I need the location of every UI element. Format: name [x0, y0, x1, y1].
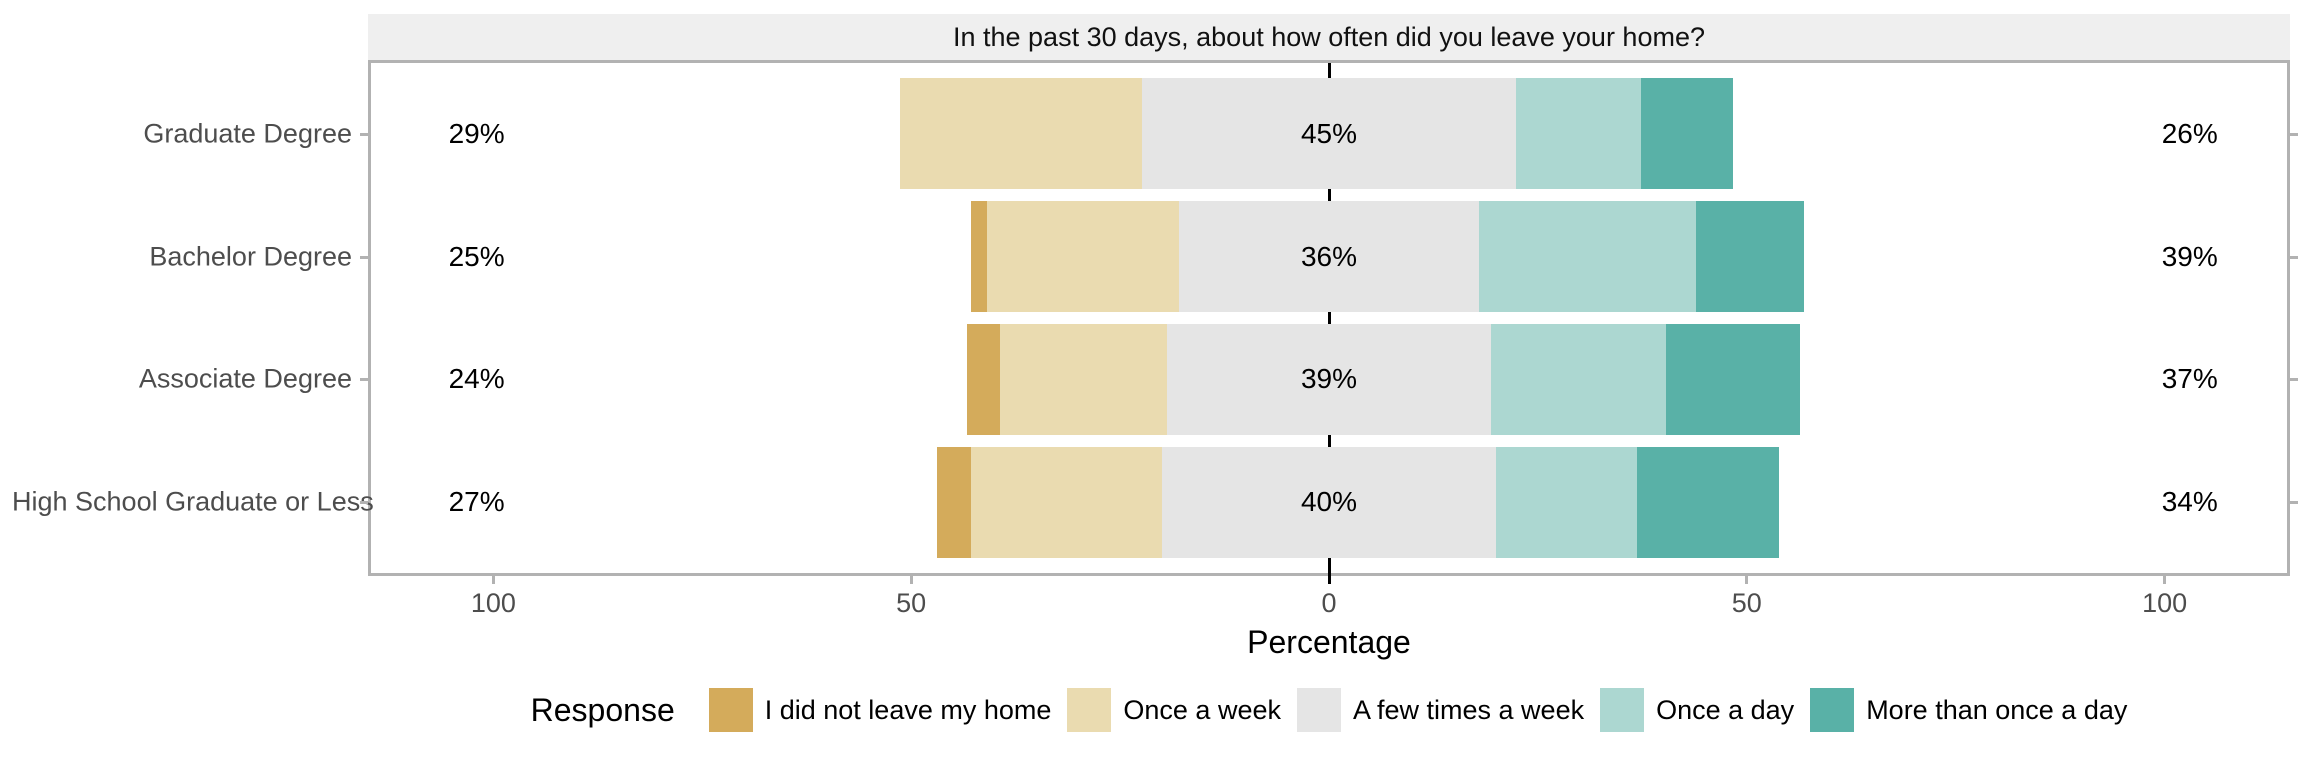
x-axis-tick-label: 50 [896, 588, 927, 618]
y-axis-tick [2290, 378, 2298, 382]
bar-segment [999, 323, 1167, 435]
legend-swatch-icon [1600, 688, 1645, 732]
legend-item-label: A few times a week [1352, 694, 1585, 725]
left-total-label: 24% [448, 363, 505, 395]
bar-segment [1141, 78, 1517, 190]
bar-segment [970, 201, 988, 313]
center-value-label: 40% [1300, 486, 1358, 518]
left-total-label: 27% [448, 486, 505, 518]
y-axis-category-label: Graduate Degree [143, 118, 352, 149]
bar-segment [1695, 201, 1804, 313]
y-axis-category-label: High School Graduate or Less [12, 486, 374, 517]
bar-segment [1495, 446, 1638, 558]
bar-segment [1641, 78, 1734, 190]
x-axis-tick-label: 0 [1321, 588, 1337, 618]
bar-row [371, 323, 2287, 435]
legend-item-label: More than once a day [1866, 694, 2128, 725]
bar-segment [899, 78, 1142, 190]
bar-row [371, 201, 2287, 313]
bar-segment [937, 446, 971, 558]
x-axis-tick-label: 100 [2142, 588, 2188, 618]
legend-item-label: I did not leave my home [764, 694, 1052, 725]
y-axis-category-label: Associate Degree [138, 363, 352, 394]
x-axis-tick-label: 50 [1731, 588, 1762, 618]
left-total-label: 25% [448, 240, 505, 272]
plot-panel [368, 60, 2290, 581]
center-value-label: 45% [1300, 117, 1358, 149]
legend-item: Once a week [1067, 688, 1281, 732]
legend-swatch-icon [1810, 688, 1855, 732]
legend-swatch-icon [708, 688, 753, 732]
legend-item: I did not leave my home [708, 688, 1052, 732]
legend-item-label: Once a day [1656, 694, 1795, 725]
legend-swatch-icon [1067, 688, 1112, 732]
bar-segment [1162, 446, 1496, 558]
bar-segment [970, 446, 1163, 558]
x-axis-tick-label: 100 [470, 588, 516, 618]
legend: Response I did not leave my home Once a w… [368, 684, 2290, 736]
right-total-label: 39% [2161, 240, 2218, 272]
legend-title: Response [530, 691, 675, 728]
legend-item: Once a day [1600, 688, 1794, 732]
bar-segment [1491, 323, 1667, 435]
y-axis-tick [2290, 501, 2298, 505]
chart-title: In the past 30 days, about how often did… [952, 21, 1705, 52]
x-axis-tick [2163, 576, 2167, 584]
bar-segment [1179, 201, 1479, 313]
x-axis-tick [1745, 576, 1749, 584]
legend-swatch-icon [1296, 688, 1341, 732]
legend-item: A few times a week [1296, 688, 1585, 732]
bar-segment [966, 323, 1000, 435]
bar-segment [1516, 78, 1642, 190]
x-axis-tick [491, 576, 495, 584]
legend-item-label: Once a week [1123, 694, 1281, 725]
y-axis-tick [360, 501, 368, 505]
bar-segment [1666, 323, 1800, 435]
facet-strip: In the past 30 days, about how often did… [368, 14, 2290, 60]
bar-segment [1478, 201, 1696, 313]
zero-reference-line [1327, 63, 1331, 581]
bar-segment [987, 201, 1180, 313]
y-axis-tick [360, 255, 368, 259]
center-value-label: 36% [1300, 240, 1358, 272]
legend-items: I did not leave my home Once a week A few … [693, 688, 2127, 732]
y-axis-tick [2290, 132, 2298, 136]
right-total-label: 34% [2161, 486, 2218, 518]
bar-row [371, 78, 2287, 190]
bar-row [371, 446, 2287, 558]
left-total-label: 29% [448, 117, 505, 149]
center-value-label: 39% [1300, 363, 1358, 395]
bar-segment [1166, 323, 1492, 435]
y-axis-tick [360, 378, 368, 382]
x-axis-tick [909, 576, 913, 584]
right-total-label: 37% [2161, 363, 2218, 395]
right-total-label: 26% [2161, 117, 2218, 149]
bar-segment [1637, 446, 1779, 558]
x-axis-title: Percentage [1247, 624, 1411, 660]
legend-item: More than once a day [1810, 688, 2127, 732]
y-axis-tick [360, 132, 368, 136]
y-axis-tick [2290, 255, 2298, 259]
y-axis-category-label: Bachelor Degree [149, 241, 352, 272]
